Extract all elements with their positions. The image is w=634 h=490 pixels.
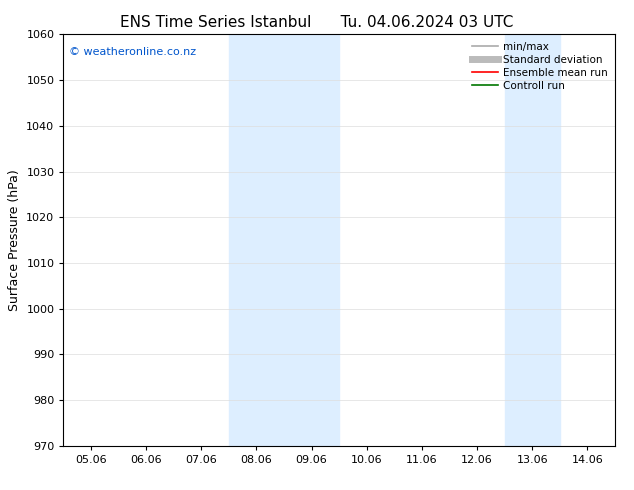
Bar [505,34,560,446]
Legend: min/max, Standard deviation, Ensemble mean run, Controll run: min/max, Standard deviation, Ensemble me… [467,37,612,95]
Text: ENS Time Series Istanbul      Tu. 04.06.2024 03 UTC: ENS Time Series Istanbul Tu. 04.06.2024 … [120,15,514,30]
Y-axis label: Surface Pressure (hPa): Surface Pressure (hPa) [8,169,21,311]
Bar [229,34,339,446]
Text: © weatheronline.co.nz: © weatheronline.co.nz [69,47,196,57]
